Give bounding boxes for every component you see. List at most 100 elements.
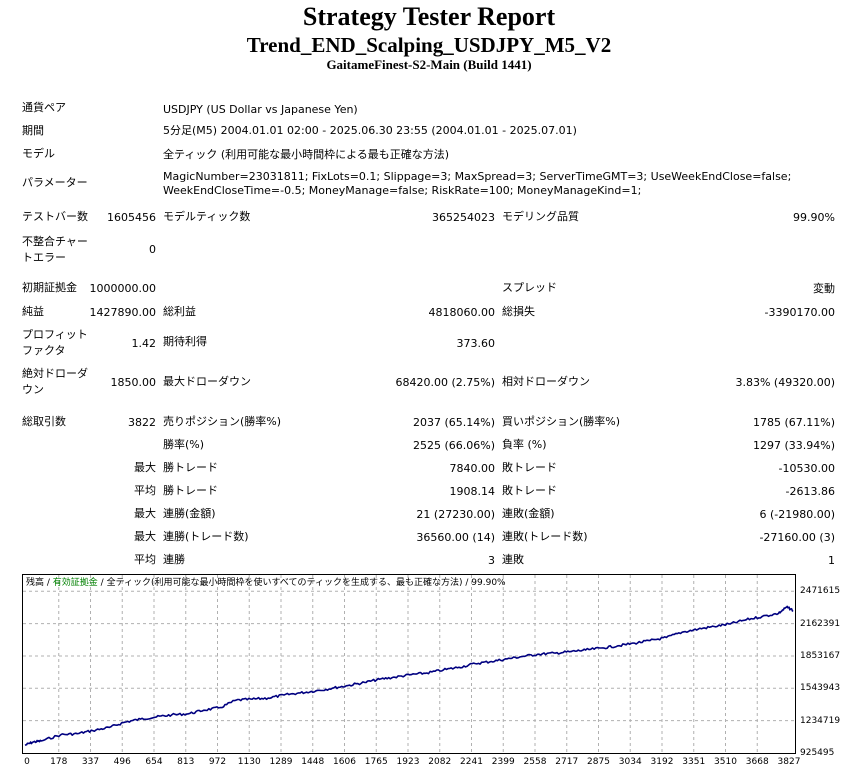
y-tick-label: 1543943 xyxy=(800,683,841,694)
average-consecutive-wins-value: 3 xyxy=(488,554,495,567)
x-tick-label: 3827 xyxy=(777,757,801,767)
average-loss-label: 敗トレード xyxy=(502,484,557,497)
max-consecutive-prefix: 最大 xyxy=(134,507,156,520)
total-trades-label: 総取引数 xyxy=(22,415,66,428)
consecutive-wins-money-label: 連勝(金額) xyxy=(163,507,216,520)
x-tick-label: 1448 xyxy=(301,757,325,767)
x-tick-label: 0 xyxy=(24,757,30,767)
x-tick-label: 2241 xyxy=(460,757,483,767)
gross-loss-value: -3390170.00 xyxy=(764,306,835,319)
model-value: 全ティック (利用可能な最小時間枠による最も正確な方法) xyxy=(163,148,450,161)
symbol-label: 通貨ペア xyxy=(22,101,66,114)
x-tick-label: 1923 xyxy=(396,757,420,767)
short-positions-label: 売りポジション(勝率%) xyxy=(163,415,282,428)
x-tick-label: 1289 xyxy=(269,757,293,767)
bars-label: テストバー数 xyxy=(22,210,88,223)
consecutive-losses-money-label: 連敗(金額) xyxy=(502,507,555,520)
legend-quality: 99.90% xyxy=(471,578,506,588)
x-tick-label: 1130 xyxy=(237,757,261,767)
largest-loss-value: -10530.00 xyxy=(778,462,835,475)
absolute-drawdown-label: 絶対ドローダウン xyxy=(22,367,88,396)
average-win-value: 1908.14 xyxy=(449,485,496,498)
x-tick-label: 337 xyxy=(81,757,100,767)
loss-rate-value: 1297 (33.94%) xyxy=(752,439,835,452)
legend-separator: / xyxy=(97,578,107,588)
average-consecutive-losses-value: 1 xyxy=(828,554,835,567)
x-tick-label: 654 xyxy=(145,757,163,767)
largest-loss-label: 敗トレード xyxy=(502,461,557,474)
legend-model: 全ティック(利用可能な最小時間枠を使いすべてのティックを生成する、最も正確な方法… xyxy=(106,578,463,588)
gross-profit-label: 総利益 xyxy=(163,305,196,318)
consecutive-loss-label: 連敗(トレード数) xyxy=(502,530,588,543)
mismatch-value: 0 xyxy=(149,243,156,256)
ticks-label: モデルティック数 xyxy=(163,210,251,223)
long-positions-value: 1785 (67.11%) xyxy=(752,416,835,429)
average-consecutive-losses-label: 連敗 xyxy=(502,553,524,566)
period-value: 5分足(M5) 2004.01.01 02:00 - 2025.06.30 23… xyxy=(163,124,577,137)
mismatch-label: 不整合チャートエラー xyxy=(22,235,88,264)
ticks-value: 365254023 xyxy=(432,211,495,224)
symbol-value: USDJPY (US Dollar vs Japanese Yen) xyxy=(163,103,358,116)
largest-win-value: 7840.00 xyxy=(449,462,496,475)
y-tick-label: 1853167 xyxy=(800,650,841,661)
short-positions-value: 2037 (65.14%) xyxy=(412,416,495,429)
x-tick-label: 2717 xyxy=(555,757,579,767)
y-tick-label: 2471615 xyxy=(800,586,841,597)
server-name: GaitameFinest-S2-Main (Build 1441) xyxy=(326,57,532,72)
gross-profit-value: 4818060.00 xyxy=(428,306,495,319)
x-tick-label: 813 xyxy=(177,757,195,767)
report-title: Strategy Tester Report xyxy=(302,2,556,31)
x-tick-label: 1606 xyxy=(333,757,356,767)
win-rate-value: 2525 (66.06%) xyxy=(412,439,495,452)
parameters-value: MagicNumber=23031811; FixLots=0.1; Slipp… xyxy=(163,170,792,197)
chart-legend: 残高 / 有効証拠金 / 全ティック(利用可能な最小時間枠を使いすべてのティック… xyxy=(26,578,506,589)
consecutive-losses-money-value: 6 (-21980.00) xyxy=(759,508,835,521)
average-prefix: 平均 xyxy=(134,484,156,497)
parameters-label: パラメーター xyxy=(22,176,88,189)
x-tick-label: 3668 xyxy=(745,757,769,767)
expected-payoff-label: 期待利得 xyxy=(163,335,207,348)
consecutive-wins-money-value: 21 (27230.00) xyxy=(416,508,495,521)
absolute-drawdown-value: 1850.00 xyxy=(110,376,157,389)
loss-rate-label: 負率 (%) xyxy=(502,438,547,451)
x-tick-label: 3034 xyxy=(618,757,642,767)
legend-equity: 有効証拠金 xyxy=(52,578,98,588)
expected-payoff-value: 373.60 xyxy=(456,337,496,350)
x-tick-label: 2399 xyxy=(491,757,515,767)
spread-value: 変動 xyxy=(813,282,835,295)
x-tick-label: 3510 xyxy=(714,757,737,767)
deposit-value: 1000000.00 xyxy=(89,282,156,295)
legend-balance: 残高 xyxy=(26,578,45,588)
largest-prefix: 最大 xyxy=(134,461,156,474)
net-profit-value: 1427890.00 xyxy=(89,306,156,319)
x-tick-label: 3351 xyxy=(682,757,706,767)
max-consecutive-count-prefix: 最大 xyxy=(134,530,156,543)
y-tick-label: 2162391 xyxy=(800,618,841,629)
profit-factor-label: プロフィットファクタ xyxy=(22,328,88,357)
legend-separator: / xyxy=(44,578,53,588)
x-tick-label: 1765 xyxy=(364,757,388,767)
x-tick-label: 3192 xyxy=(650,757,674,767)
profit-factor-value: 1.42 xyxy=(131,337,157,350)
total-trades-value: 3822 xyxy=(128,416,156,429)
balance-chart xyxy=(22,574,796,754)
balance-chart-plot xyxy=(23,575,795,753)
x-tick-label: 2875 xyxy=(587,757,610,767)
gross-loss-label: 総損失 xyxy=(502,305,535,318)
x-tick-label: 2082 xyxy=(428,757,452,767)
quality-value: 99.90% xyxy=(793,211,835,224)
legend-separator: / xyxy=(462,578,472,588)
consecutive-loss-value: -27160.00 (3) xyxy=(759,531,835,544)
long-positions-label: 買いポジション(勝率%) xyxy=(502,415,621,428)
average-loss-value: -2613.86 xyxy=(785,485,835,498)
quality-label: モデリング品質 xyxy=(502,210,579,223)
x-tick-label: 496 xyxy=(113,757,131,767)
relative-drawdown-value: 3.83% (49320.00) xyxy=(735,376,835,389)
y-tick-label: 1234719 xyxy=(800,715,841,726)
max-drawdown-label: 最大ドローダウン xyxy=(163,375,251,388)
deposit-label: 初期証拠金 xyxy=(22,281,77,294)
max-drawdown-value: 68420.00 (2.75%) xyxy=(395,376,495,389)
average-consecutive-wins-label: 連勝 xyxy=(163,553,185,566)
balance-series-line xyxy=(24,605,794,746)
largest-win-label: 勝トレード xyxy=(163,461,218,474)
